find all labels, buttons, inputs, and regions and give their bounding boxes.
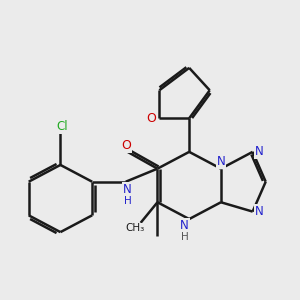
Text: O: O [121, 139, 131, 152]
Text: CH₃: CH₃ [125, 224, 145, 233]
Text: N: N [217, 155, 225, 168]
Text: O: O [146, 112, 156, 125]
Text: N: N [255, 146, 264, 158]
Text: H: H [124, 196, 131, 206]
Text: H: H [181, 232, 189, 242]
Text: N: N [180, 219, 189, 232]
Text: N: N [255, 205, 264, 218]
Text: N: N [123, 183, 132, 196]
Text: Cl: Cl [56, 120, 68, 134]
